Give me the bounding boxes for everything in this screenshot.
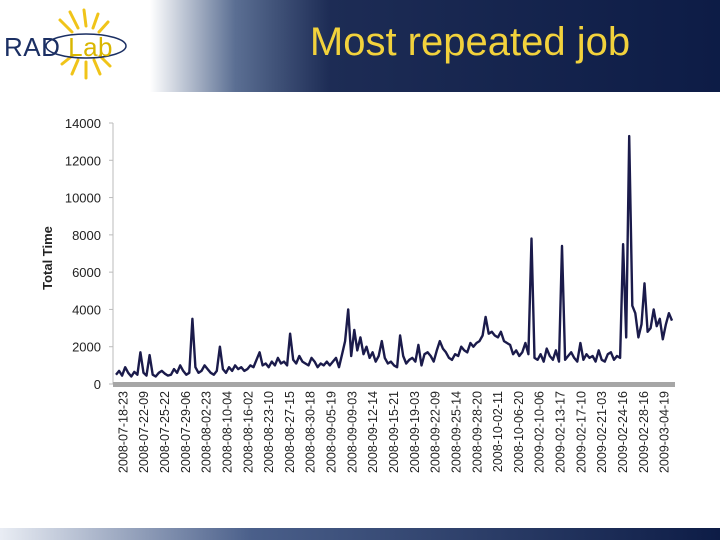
y-tick-label: 6000	[72, 265, 101, 280]
x-tick-label: 2008-08-16-02	[241, 391, 255, 473]
page-title: Most repeated job	[309, 20, 631, 64]
x-tick-label: 2008-07-18-23	[116, 391, 130, 473]
x-tick-label: 2008-09-05-19	[325, 391, 339, 473]
logo-text-main: RAD	[4, 32, 61, 62]
x-tick-label: 2008-09-28-20	[470, 391, 484, 473]
line-chart: 0 2000 4000 6000 8000 10000 12000 14000 Total Ti…	[40, 116, 675, 473]
y-axis-title: Total Time	[40, 226, 55, 290]
y-tick-label: 4000	[72, 302, 101, 317]
x-tick-label: 2008-09-09-03	[345, 391, 359, 473]
x-tick-label: 2008-08-30-18	[304, 391, 318, 473]
y-tick-label: 12000	[65, 153, 101, 168]
x-tick-label: 2008-08-27-15	[283, 391, 297, 473]
x-tick-label: 2008-09-12-14	[366, 391, 380, 473]
x-tick-label: 2009-02-17-10	[574, 391, 588, 473]
x-tick-label: 2008-08-23-10	[262, 391, 276, 473]
footer-bar	[0, 528, 720, 540]
logo-text-accent: Lab	[68, 32, 114, 62]
x-tick-label: 2009-02-10-06	[533, 391, 547, 473]
y-tick-label: 0	[94, 377, 101, 392]
x-tick-label: 2008-07-25-22	[158, 391, 172, 473]
x-tick-label: 2008-08-02-23	[200, 391, 214, 473]
x-tick-label: 2009-02-24-16	[616, 391, 630, 473]
x-tick-label: 2009-02-21-03	[595, 391, 609, 473]
x-tick-label: 2008-10-02-11	[491, 391, 505, 472]
sunburst-icon	[45, 8, 127, 80]
x-tick-label: 2008-09-15-21	[387, 391, 401, 473]
x-axis-band	[113, 382, 675, 387]
y-tick-label: 10000	[65, 191, 101, 206]
x-tick-label: 2009-03-04-19	[658, 391, 672, 473]
x-tick-label: 2009-02-13-17	[554, 391, 568, 473]
x-tick-label: 2008-07-22-09	[137, 391, 151, 473]
x-tick-label: 2009-02-28-16	[637, 391, 651, 473]
x-tick-label: 2008-09-19-03	[408, 391, 422, 473]
x-tick-label: 2008-10-06-20	[512, 391, 526, 473]
y-tick-label: 14000	[65, 116, 101, 131]
y-tick-label: 2000	[72, 340, 101, 355]
x-tick-label: 2008-09-22-09	[429, 391, 443, 473]
series-line-total-time	[115, 134, 674, 378]
header-banner: RAD Lab Most repeated job	[0, 0, 720, 92]
y-tick-label: 8000	[72, 228, 101, 243]
x-tick-label: 2008-08-10-04	[220, 391, 234, 473]
x-tick-label: 2008-09-25-14	[449, 391, 463, 473]
rad-lab-logo: RAD Lab	[0, 0, 165, 92]
x-tick-label: 2008-07-29-06	[179, 391, 193, 473]
